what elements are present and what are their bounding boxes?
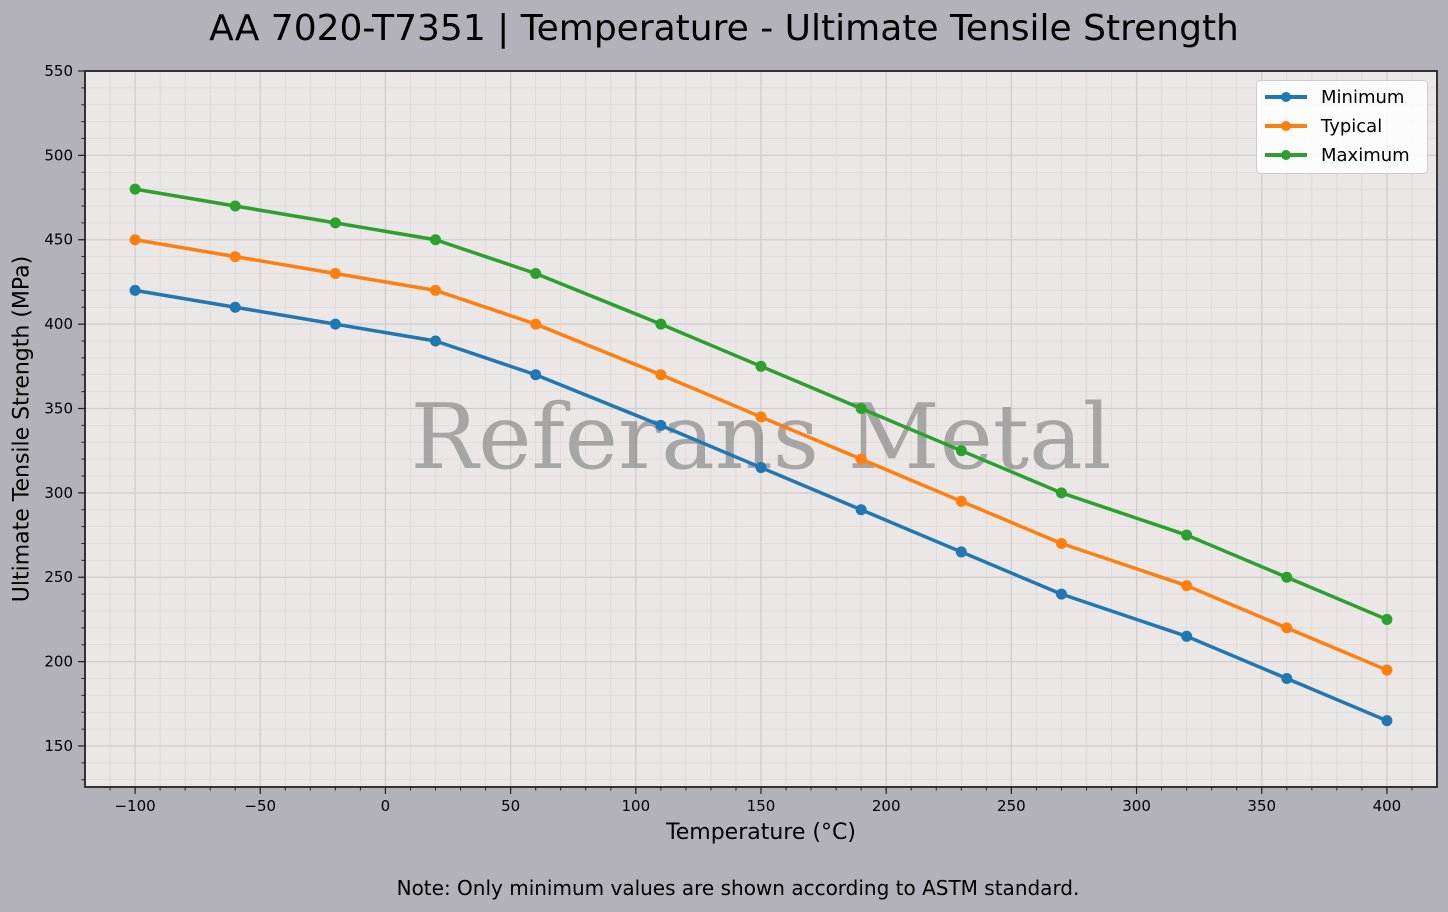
typical-marker-icon [1265,114,1307,138]
legend-item-minimum: Minimum [1265,85,1404,109]
svg-text:150: 150 [747,797,776,815]
watermark: Referans Metal [410,385,1111,490]
svg-text:550: 550 [44,62,73,80]
svg-text:0: 0 [381,797,391,815]
svg-text:500: 500 [44,146,73,164]
svg-text:350: 350 [1247,797,1276,815]
legend-label: Typical [1321,115,1383,137]
svg-text:200: 200 [872,797,901,815]
x-axis-label: Temperature (°C) [666,820,856,845]
legend: Minimum Typical Maximum [1256,80,1428,174]
footnote: Note: Only minimum values are shown acco… [396,876,1080,900]
svg-text:350: 350 [44,399,73,417]
minimum-marker-icon [1265,85,1307,109]
y-axis-label: Ultimate Tensile Strength (MPa) [9,255,35,603]
x-axis-ticks: −100 −50 0 50 100 150 200 250 300 350 400 [109,787,1413,815]
legend-item-typical: Typical [1265,114,1382,138]
svg-text:400: 400 [44,315,73,333]
svg-text:50: 50 [501,797,520,815]
svg-text:250: 250 [997,797,1026,815]
svg-text:300: 300 [1122,797,1151,815]
svg-text:400: 400 [1373,797,1402,815]
svg-text:250: 250 [44,568,73,586]
legend-label: Maximum [1321,144,1410,166]
y-axis-ticks: 150 200 250 300 350 400 450 500 550 [44,62,85,781]
legend-item-maximum: Maximum [1265,143,1410,167]
svg-text:−100: −100 [114,797,155,815]
svg-text:300: 300 [44,484,73,502]
legend-label: Minimum [1321,86,1405,108]
svg-text:200: 200 [44,653,73,671]
svg-text:150: 150 [44,737,73,755]
svg-text:100: 100 [621,797,650,815]
maximum-marker-icon [1265,143,1307,167]
chart-title: AA 7020-T7351 | Temperature - Ultimate T… [209,8,1239,49]
svg-text:450: 450 [44,231,73,249]
svg-text:−50: −50 [244,797,276,815]
series-lines [129,183,1393,727]
